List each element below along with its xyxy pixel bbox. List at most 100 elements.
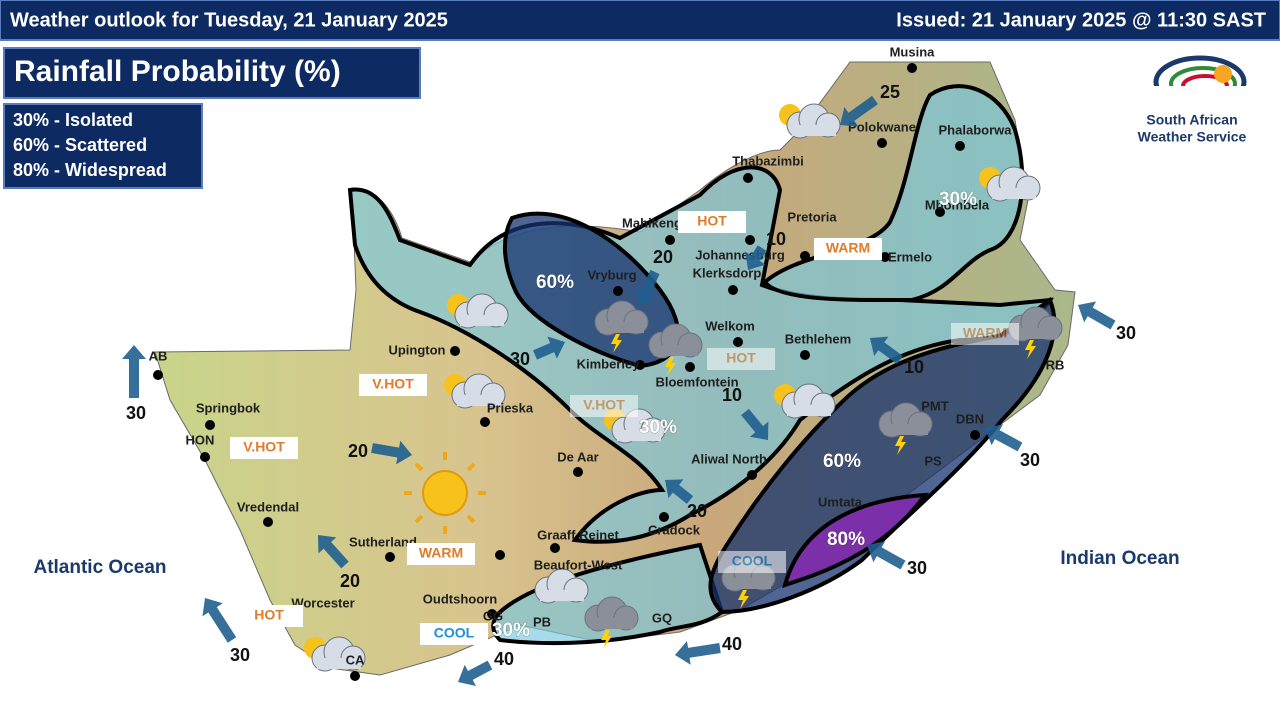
town-dot [200,452,210,462]
condition-label: V.HOT [583,397,625,413]
town-label: Vredendal [237,499,299,514]
town-label: Pretoria [787,209,837,224]
town-label: Polokwane [848,119,916,134]
zone-label: 80% [827,529,865,550]
town-dot [743,173,753,183]
zone-area [762,84,1025,302]
legend-item: 80% - Widespread [13,160,167,180]
town-label: Klerksdorp [693,265,762,280]
town-label: Musina [890,44,936,59]
icon-bolt [601,630,612,649]
wind-arrow [634,269,660,305]
wind-arrow [741,408,769,440]
wind-arrow [867,541,906,570]
ocean-label: Indian Ocean [1060,548,1179,569]
condition: COOL [420,623,488,645]
condition-label: COOL [732,553,773,569]
town-dot [935,207,945,217]
town-dot [659,512,669,522]
wind-arrow [202,597,237,643]
wind-arrow [458,660,493,687]
town-label: Welkom [705,318,755,333]
town-dot [450,346,460,356]
icon-cloud [540,590,584,601]
wind-label: 30 [126,403,146,423]
zone-label: 60% [823,451,861,472]
icon-cloud [460,315,504,326]
town-dot [955,141,965,151]
town-label: RB [1046,357,1065,372]
wind-label: 20 [653,247,673,267]
condition-label: WARM [419,545,463,561]
town-dot [487,609,497,619]
wind-arrow-shape [458,660,493,687]
wind-arrow [533,336,566,360]
condition-box [814,238,882,260]
condition-box [678,211,746,233]
wind-arrow [985,424,1023,452]
icon-cloud [792,125,836,136]
wind-arrow-shape [674,640,721,665]
wind-arrow [371,440,413,465]
town-label: Aliwal North [691,451,767,466]
condition: V.HOT [570,395,638,417]
wind-label: 10 [766,229,786,249]
wind-label: 30 [1116,323,1136,343]
town-dot [877,138,887,148]
condition-label: V.HOT [243,439,285,455]
weather-icon [447,293,509,329]
town-dot [550,543,560,553]
condition: WARM [814,238,882,260]
wind-arrow [745,245,767,270]
weather-icon [1008,306,1063,359]
weather-icon [584,596,639,649]
wind-arrow [674,640,721,665]
wind-arrow-shape [840,95,878,127]
wind-label: 40 [494,649,514,669]
condition-label: HOT [697,213,727,229]
weather-icon [648,323,703,376]
condition-label: COOL [434,625,475,641]
legend-item: 30% - Isolated [13,110,133,130]
icon-cloud [992,188,1036,199]
icon-cloud [727,578,771,589]
town-dot [495,550,505,560]
icon-bolt [665,357,676,376]
wind-arrow-shape [634,269,660,305]
town-label: Johannesburg [695,247,785,262]
condition-box [230,437,298,459]
wind-arrow-shape [665,479,694,504]
town-dot [573,467,583,477]
ocean-label: Atlantic Ocean [33,557,166,578]
sun-icon [404,452,486,534]
icon-bolt [738,590,749,609]
weather-icon [878,402,933,455]
wind-arrow-shape [533,336,566,360]
condition: HOT [235,605,303,627]
town-label: Phalaborwa [939,122,1013,137]
header-issued: Issued: 21 January 2025 @ 11:30 SAST [896,9,1266,31]
condition: COOL [718,551,786,573]
town-label: PB [533,614,551,629]
weather-icon [594,300,649,353]
legend-title-box [3,47,421,99]
icon-cloud [1014,328,1058,339]
town-dot [385,552,395,562]
wind-label: 30 [230,645,250,665]
wind-label: 25 [880,82,900,102]
header-title: Weather outlook for Tuesday, 21 January … [10,9,448,31]
wind-label: 20 [687,501,707,521]
wind-arrow-shape [869,336,903,365]
legend-box [3,103,203,189]
town-label: Mbombela [925,197,990,212]
condition-label: WARM [963,325,1007,341]
icon-bolt [1025,340,1036,359]
zone-area [491,542,725,646]
zone-label: 30% [492,620,530,641]
icon-cloud [600,322,644,333]
town-label: Thabazimbi [732,153,804,168]
town-label: Umtata [818,494,863,509]
town-dot [800,251,810,261]
